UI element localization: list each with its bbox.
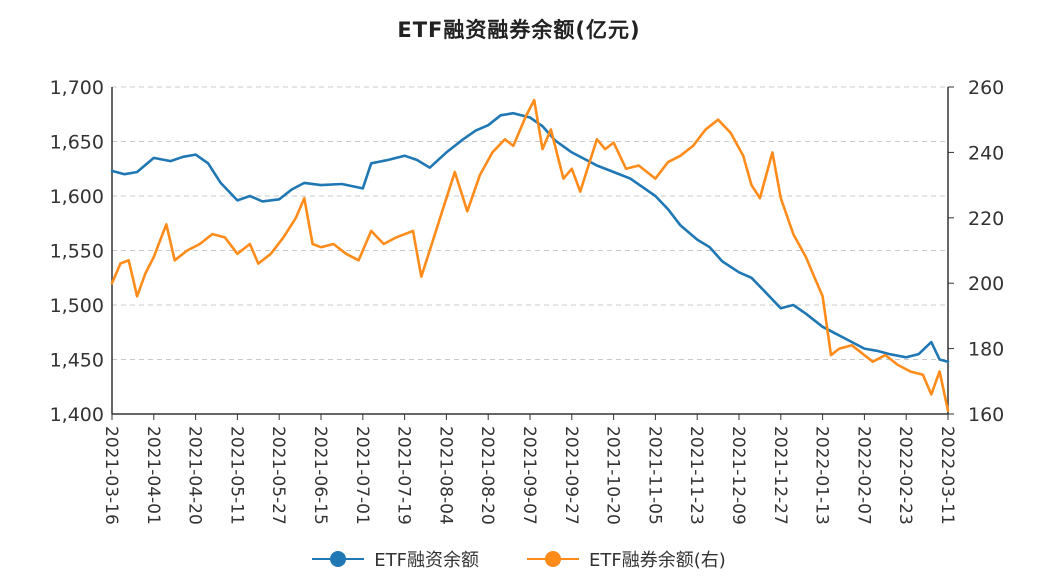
series-line-securities-lending — [110, 98, 950, 413]
x-tick-label: 2021-12-27 — [770, 426, 790, 525]
y-right-tick-label: 260 — [968, 77, 1004, 99]
x-tick-label: 2021-05-11 — [226, 426, 246, 525]
x-tick-label: 2021-11-23 — [686, 426, 706, 525]
legend-item-securities-lending[interactable]: ETF融券余额(右) — [526, 546, 726, 572]
x-tick-label: 2021-04-20 — [185, 426, 205, 525]
y-right-tick-label: 220 — [968, 208, 1004, 230]
x-tick-label: 2021-05-27 — [268, 426, 288, 525]
y-left-tick-label: 1,650 — [50, 132, 104, 154]
y-left-tick-label: 1,600 — [50, 186, 104, 208]
legend-swatch-financing — [312, 551, 365, 567]
y-left-tick-label: 1,500 — [50, 295, 104, 317]
x-tick-label: 2021-06-15 — [310, 426, 330, 525]
series-lines — [110, 98, 950, 413]
x-tick-label: 2021-08-20 — [477, 426, 497, 525]
series-line-financing — [110, 111, 950, 364]
x-tick-label: 2021-09-27 — [561, 426, 581, 525]
y-right-tick-label: 240 — [968, 142, 1004, 164]
y-left-tick-label: 1,700 — [50, 77, 104, 99]
legend-label-securities-lending: ETF融券余额(右) — [588, 550, 726, 571]
legend-dot-financing — [330, 551, 347, 567]
y-right-tick-label: 180 — [968, 339, 1004, 361]
x-tick-label: 2022-03-11 — [937, 426, 957, 525]
legend-dot-securities-lending — [544, 551, 561, 567]
x-tick-label: 2021-08-04 — [435, 426, 455, 525]
axes — [111, 86, 954, 420]
legend-swatch-securities-lending — [526, 551, 579, 567]
x-tick-label: 2021-09-07 — [519, 426, 539, 525]
x-tick-label: 2021-07-01 — [352, 426, 372, 525]
x-tick-label: 2022-02-23 — [895, 426, 915, 525]
y-left-tick-label: 1,550 — [50, 241, 104, 263]
legend-label-financing: ETF融资余额 — [374, 550, 479, 571]
x-tick-label: 2021-10-20 — [603, 426, 623, 525]
gridlines — [112, 86, 948, 360]
x-tick-label: 2021-07-19 — [394, 426, 414, 525]
y-right-tick-label: 160 — [968, 404, 1004, 426]
x-tick-label: 2022-01-13 — [812, 426, 832, 525]
legend-item-financing[interactable]: ETF融资余额 — [312, 546, 479, 572]
y-left-tick-label: 1,400 — [50, 404, 104, 426]
x-tick-label: 2021-03-16 — [101, 426, 121, 525]
chart-title: ETF融资融券余额(亿元) — [397, 18, 641, 42]
x-tick-label: 2021-12-09 — [728, 426, 748, 525]
x-tick-label: 2021-11-05 — [644, 426, 664, 525]
y-left-tick-label: 1,450 — [50, 350, 104, 372]
x-tick-label: 2021-04-01 — [143, 426, 163, 525]
tick-labels: 1,400 1,450 1,500 1,550 1,600 1,650 1,700 160 18… — [50, 77, 1005, 525]
x-tick-label: 2022-02-07 — [853, 426, 873, 525]
legend: ETF融资余额 ETF融券余额(右) — [0, 546, 1038, 572]
y-right-tick-label: 200 — [968, 273, 1004, 295]
